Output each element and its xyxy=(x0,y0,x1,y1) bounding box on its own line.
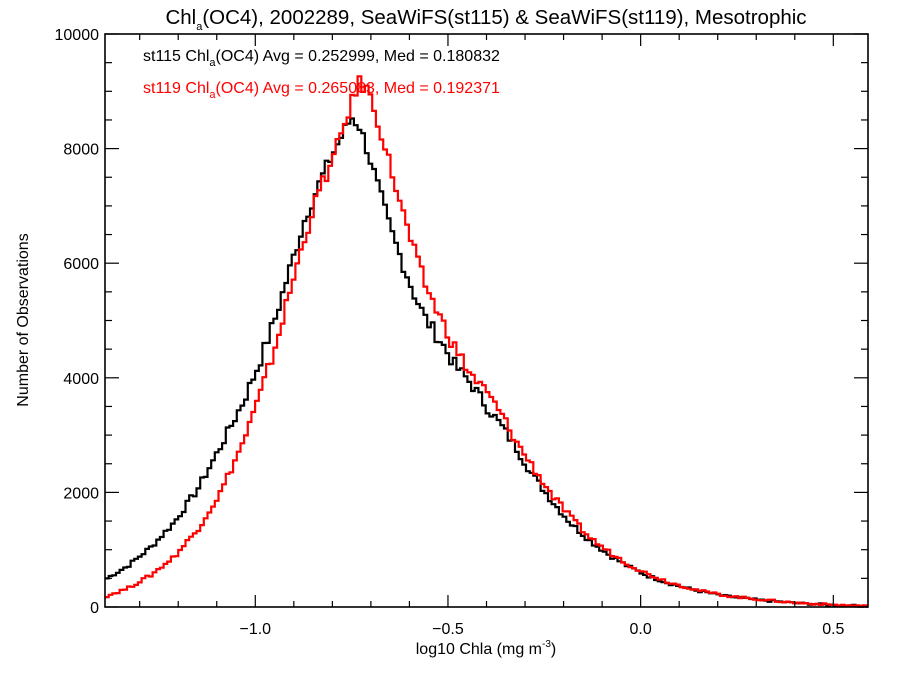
series-group xyxy=(105,75,868,608)
y-axis-label: Number of Observations xyxy=(15,233,32,406)
chart-title: Chla(OC4), 2002289, SeaWiFS(st115) & Sea… xyxy=(165,6,806,33)
chart-title-subscript: a xyxy=(196,21,203,33)
legend-st115-suffix: (OC4) Avg = 0.252999, Med = 0.180832 xyxy=(216,48,500,65)
x-axis-label: log10 Chla (mg m-3) xyxy=(416,639,557,658)
ticks-group: −1.0 −0.5 0.0 0.5 0 2000 4000 6000 8000 10000 xyxy=(55,27,868,638)
x-tick-label: 0.0 xyxy=(630,621,652,638)
legend-st119-suffix: (OC4) Avg = 0.265083, Med = 0.192371 xyxy=(216,80,500,97)
legend-st119: st119 Chla(OC4) Avg = 0.265083, Med = 0.… xyxy=(143,80,500,101)
y-tick-label: 0 xyxy=(90,600,99,617)
x-axis-label-text: log10 Chla (mg m xyxy=(416,641,542,658)
plot-frame xyxy=(104,33,869,608)
legend-st115-prefix: st115 Chl xyxy=(143,48,209,65)
x-tick-label: −0.5 xyxy=(432,621,464,638)
y-tick-label: 6000 xyxy=(63,256,99,273)
x-axis-label-superscript: -3 xyxy=(542,639,551,650)
y-tick-label: 2000 xyxy=(63,485,99,502)
series-line-st115 xyxy=(105,117,868,608)
legend-st119-subscript: a xyxy=(209,89,216,101)
x-tick-label: 0.5 xyxy=(822,621,844,638)
x-axis-label-close: ) xyxy=(551,641,556,658)
y-tick-label: 10000 xyxy=(55,27,100,44)
y-tick-label: 8000 xyxy=(63,142,99,159)
y-tick-label: 4000 xyxy=(63,371,99,388)
legend-st115: st115 Chla(OC4) Avg = 0.252999, Med = 0.… xyxy=(143,48,500,69)
x-tick-label: −1.0 xyxy=(239,621,271,638)
legend-st115-subscript: a xyxy=(209,57,216,69)
series-line-st119 xyxy=(105,75,868,607)
legend-st119-prefix: st119 Chl xyxy=(143,80,209,97)
chart-title-prefix: Chl xyxy=(165,6,196,29)
chart-title-suffix: (OC4), 2002289, SeaWiFS(st115) & SeaWiFS… xyxy=(202,6,806,29)
